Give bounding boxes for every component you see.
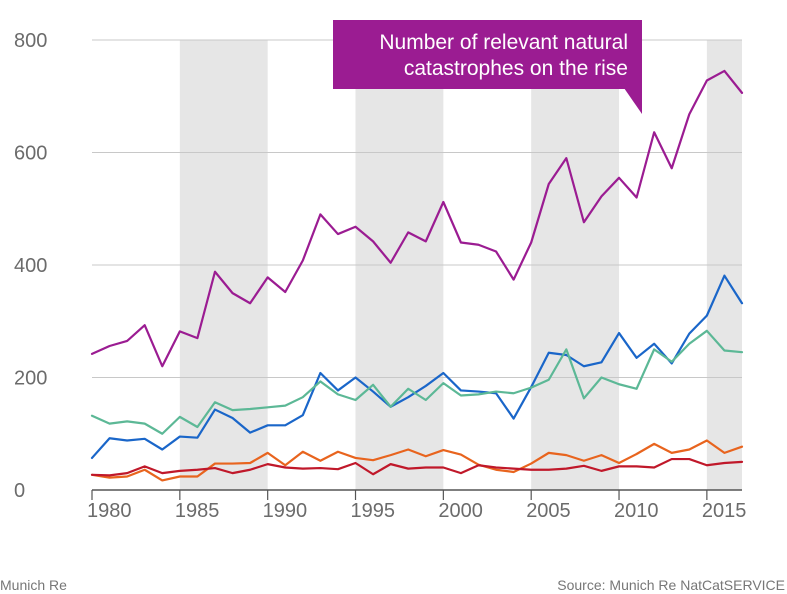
callout-line-1: Number of relevant natural xyxy=(379,31,628,54)
y-tick-label: 0 xyxy=(14,480,25,502)
series-line-4 xyxy=(90,457,744,477)
series-line-3 xyxy=(90,439,744,482)
credit-label: Munich Re xyxy=(0,577,67,593)
callout-box: Number of relevant natural catastrophes … xyxy=(333,20,642,89)
x-tick-label: 1995 xyxy=(351,500,396,522)
callout-pointer xyxy=(624,88,642,114)
x-tick-label: 1985 xyxy=(175,500,220,522)
x-tick-label: 1990 xyxy=(263,500,308,522)
x-tick-label: 2010 xyxy=(614,500,659,522)
x-tick-label: 1980 xyxy=(87,500,132,522)
source-label: Source: Munich Re NatCatSERVICE xyxy=(557,577,785,593)
x-axis: 1980 1985 1990 1995 2000 2005 2010 2015 xyxy=(87,489,747,522)
line-chart: 0 200 400 600 800 1980 1985 1990 1995 2000 2005 20… xyxy=(14,30,747,522)
series-line-1 xyxy=(90,274,744,460)
series-line-2 xyxy=(90,329,744,435)
x-tick-label: 2005 xyxy=(526,500,571,522)
x-tick-label: 2000 xyxy=(438,500,483,522)
y-tick-label: 200 xyxy=(14,368,47,390)
series-line-0 xyxy=(90,69,744,368)
y-tick-label: 400 xyxy=(14,255,47,277)
y-tick-label: 800 xyxy=(14,30,47,52)
data-series xyxy=(90,69,744,482)
y-tick-label: 600 xyxy=(14,143,47,165)
x-tick-label: 2015 xyxy=(702,500,747,522)
callout-line-2: catastrophes on the rise xyxy=(403,57,628,80)
y-axis-tick-labels: 0 200 400 600 800 xyxy=(14,30,47,502)
